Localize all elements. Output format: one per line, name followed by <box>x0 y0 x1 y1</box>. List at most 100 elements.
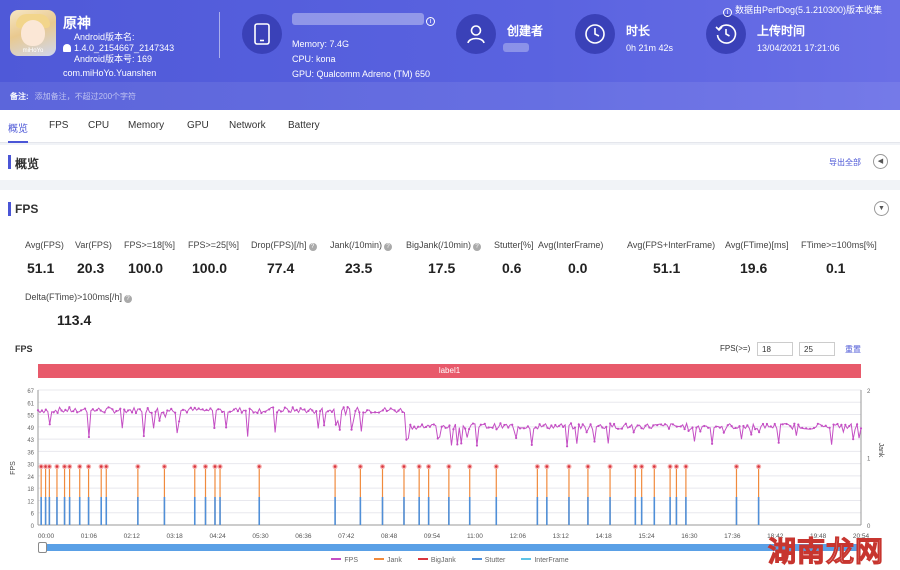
fps-point <box>597 424 600 428</box>
x-tick-label: 02:12 <box>124 533 141 540</box>
fps-point <box>275 411 279 414</box>
x-tick-label: 13:12 <box>553 533 570 540</box>
legend-item[interactable]: Jank <box>374 557 402 564</box>
legend-item[interactable]: FPS <box>331 557 358 564</box>
fps-point <box>240 411 243 414</box>
duration-value: 0h 21m 42s <box>626 43 674 53</box>
fps-point <box>346 406 349 409</box>
clock-icon <box>575 14 615 54</box>
fps-point <box>632 431 635 434</box>
collapse-down-icon[interactable]: ▼ <box>874 201 889 216</box>
fps-point <box>538 423 541 426</box>
fps-point <box>166 409 169 412</box>
fps-point <box>460 442 463 445</box>
fps-point <box>221 410 224 414</box>
help-icon[interactable]: ? <box>473 243 482 251</box>
fps-point <box>479 423 482 426</box>
x-tick-label: 06:36 <box>295 533 312 540</box>
device-memory: Memory: 7.4G <box>292 39 350 49</box>
fps-point <box>350 428 353 431</box>
y-tick-label: 49 <box>27 426 34 432</box>
fps-point <box>420 423 424 426</box>
fps-point <box>134 411 138 415</box>
fps-point <box>569 422 573 425</box>
x-tick-label: 03:18 <box>167 533 184 540</box>
bigjank-marker <box>55 465 59 468</box>
metric-label: Var(FPS) <box>75 240 112 250</box>
bigjank-marker <box>427 465 430 468</box>
threshold-input-2[interactable] <box>799 342 835 356</box>
fps-point <box>142 434 145 438</box>
history-icon <box>706 14 746 54</box>
tab-cpu[interactable]: CPU <box>88 120 110 131</box>
fps-point <box>801 426 804 429</box>
metric-value: 0.6 <box>502 260 522 276</box>
tab-fps[interactable]: FPS <box>49 120 69 131</box>
bigjank-marker <box>213 465 217 468</box>
help-icon[interactable]: ? <box>384 243 393 251</box>
fps-point <box>115 409 118 413</box>
help-icon[interactable]: ? <box>308 243 317 251</box>
fps-point <box>256 411 259 415</box>
tab-network[interactable]: Network <box>229 120 266 131</box>
timeline-scroll-handle[interactable] <box>38 542 47 553</box>
fps-point <box>515 436 518 440</box>
timeline-scrollbar[interactable] <box>38 544 861 551</box>
bigjank-marker <box>44 465 47 468</box>
metric-value: 51.1 <box>27 260 55 276</box>
fps-point <box>119 407 122 410</box>
fps-point <box>452 428 455 431</box>
metric-label: FTime>=100ms[%] <box>801 240 877 250</box>
fps-point <box>526 425 529 428</box>
fps-point <box>68 406 71 409</box>
fps-point <box>808 427 812 430</box>
tab-battery[interactable]: Battery <box>288 120 320 131</box>
legend-item[interactable]: Stutter <box>471 557 506 564</box>
tab-memory[interactable]: Memory <box>128 120 165 131</box>
fps-point <box>393 409 396 412</box>
legend-item[interactable]: BigJank <box>417 557 456 564</box>
fps-point <box>440 425 443 428</box>
x-tick-label: 05:30 <box>252 533 269 540</box>
note-placeholder[interactable]: 添加备注，不超过200个字符 <box>34 92 137 101</box>
fps-point <box>389 407 392 410</box>
bigjank-marker <box>193 465 197 468</box>
legend-label: Stutter <box>484 557 506 564</box>
fps-point <box>550 424 553 427</box>
label-bar[interactable]: label1 <box>38 364 861 378</box>
device-info-icon[interactable]: i <box>426 17 435 26</box>
fps-point <box>103 411 106 414</box>
fps-point <box>417 425 420 428</box>
metric-label: Avg(FTime)[ms] <box>725 240 789 250</box>
fps-point <box>322 424 326 427</box>
phone-icon <box>242 14 282 54</box>
export-all-link[interactable]: 导出全部 <box>829 158 861 167</box>
legend-swatch <box>331 558 342 560</box>
help-icon[interactable]: ? <box>123 295 132 303</box>
collapse-left-icon[interactable]: ◀ <box>873 154 888 169</box>
fps-point <box>146 407 149 410</box>
bigjank-marker <box>653 465 656 468</box>
fps-point <box>820 424 823 427</box>
x-tick-label: 08:48 <box>381 533 398 540</box>
legend-item[interactable]: InterFrame <box>521 557 569 564</box>
fps-point <box>836 422 839 426</box>
y2-axis-label: Jank <box>877 443 884 458</box>
fps-point <box>620 427 624 430</box>
fps-point <box>56 411 59 414</box>
fps-point <box>758 431 761 434</box>
y-tick-label: 6 <box>31 512 35 518</box>
fps-point <box>824 424 827 427</box>
fps-point <box>601 426 604 429</box>
legend-swatch <box>471 558 482 560</box>
fps-point <box>675 425 678 428</box>
note-bar[interactable]: 备注: 添加备注，不超过200个字符 <box>0 82 900 110</box>
fps-point <box>83 407 87 410</box>
tab-gpu[interactable]: GPU <box>187 120 209 131</box>
fps-point <box>405 438 408 441</box>
tab-overview[interactable]: 概览 <box>8 124 28 135</box>
reset-link[interactable]: 重置 <box>845 345 861 354</box>
threshold-input-1[interactable] <box>757 342 793 356</box>
fps-point <box>177 420 181 423</box>
